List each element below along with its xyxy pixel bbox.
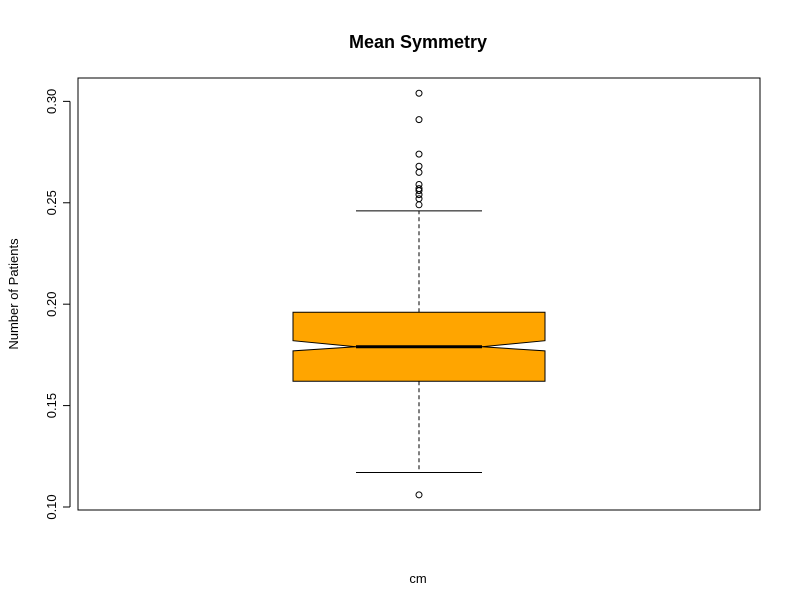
y-tick-label: 0.25 xyxy=(44,190,59,215)
chart-title: Mean Symmetry xyxy=(349,32,487,52)
y-tick-label: 0.15 xyxy=(44,393,59,418)
outlier-point xyxy=(415,201,423,209)
outlier-point xyxy=(415,162,423,170)
y-tick-label: 0.10 xyxy=(44,494,59,519)
outlier-point xyxy=(415,116,423,124)
x-axis-label: cm xyxy=(409,571,426,586)
outlier-point xyxy=(415,181,423,189)
y-tick-label: 0.30 xyxy=(44,89,59,114)
plot-area xyxy=(292,89,546,499)
outlier-point xyxy=(415,185,423,193)
y-axis-label: Number of Patients xyxy=(6,238,21,350)
outlier-point xyxy=(415,168,423,176)
plot-frame xyxy=(77,77,761,511)
outlier-point xyxy=(415,89,423,97)
outlier-point xyxy=(415,195,423,203)
outlier-point xyxy=(415,491,423,499)
y-axis: 0.10 0.15 0.20 0.25 0.30 xyxy=(44,89,71,520)
y-tick-label: 0.20 xyxy=(44,292,59,317)
outlier-point xyxy=(415,150,423,158)
